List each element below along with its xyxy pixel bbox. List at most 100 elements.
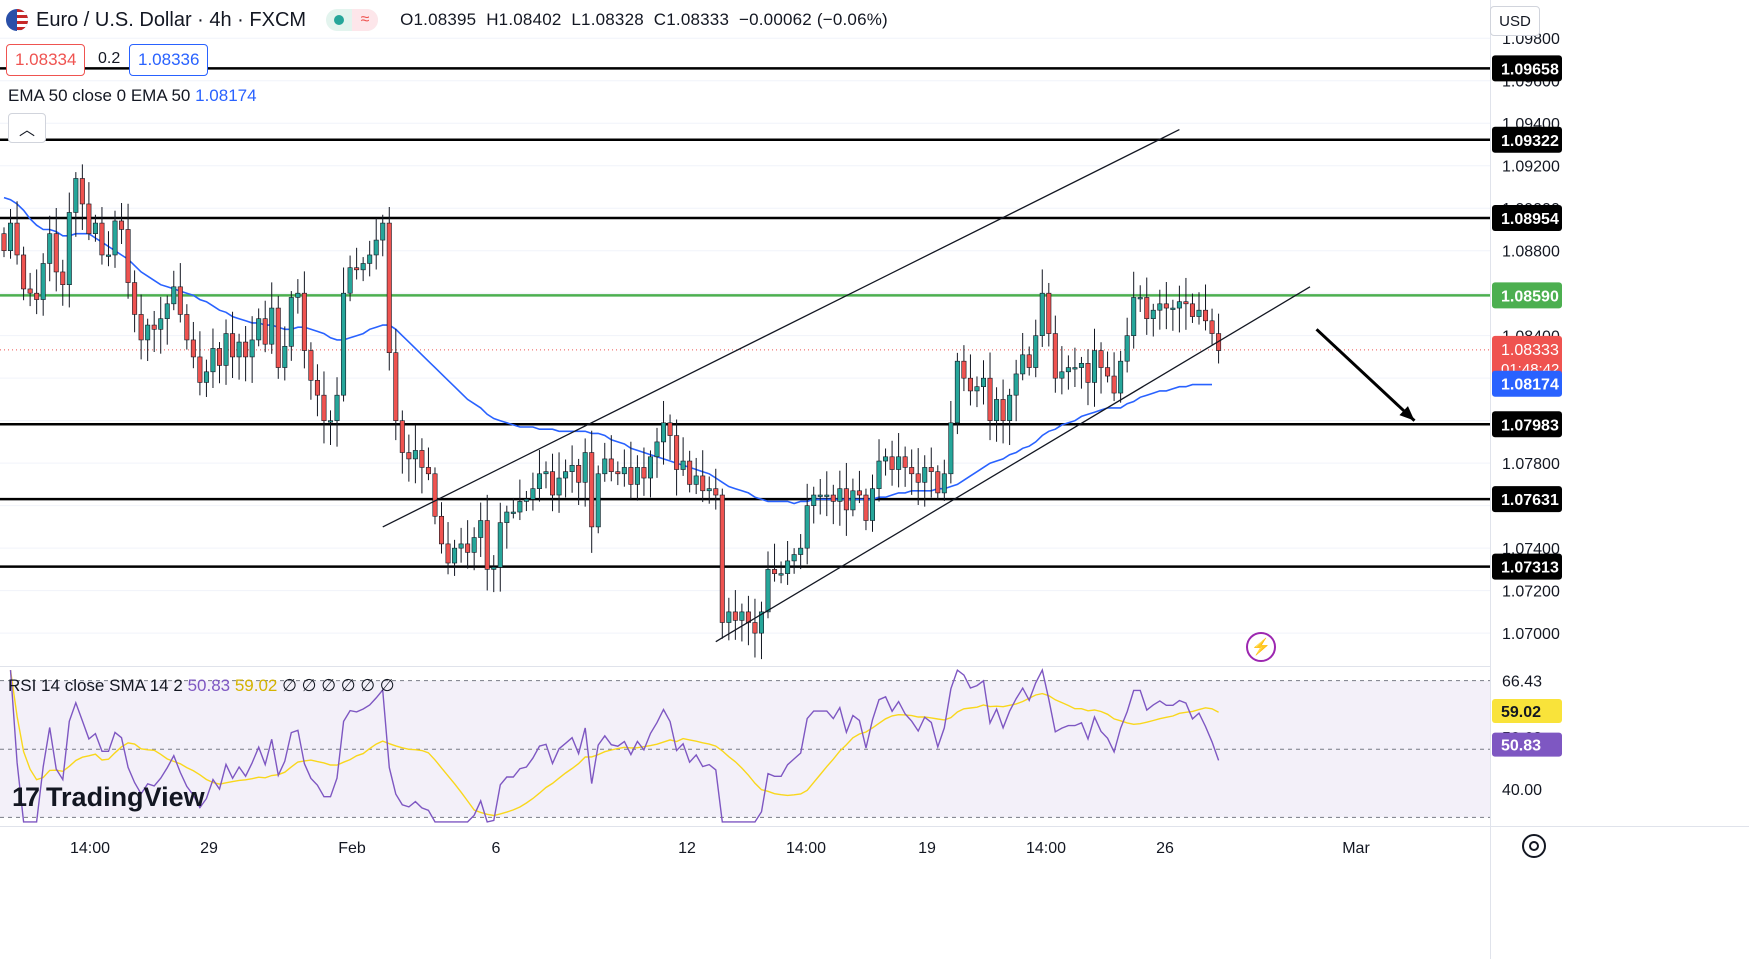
candle-body bbox=[634, 467, 640, 485]
candle-body bbox=[1118, 360, 1124, 394]
ema-50-line bbox=[3, 196, 1212, 505]
high-value: H1.08402 bbox=[486, 10, 562, 29]
candle-body bbox=[994, 399, 1000, 421]
time-tick-label: 6 bbox=[492, 840, 501, 857]
candle-body bbox=[883, 456, 889, 462]
tradingview-logo[interactable]: 17 TradingView bbox=[12, 782, 205, 813]
candle-body bbox=[484, 520, 490, 570]
candle-body bbox=[314, 380, 320, 396]
candle-body bbox=[197, 356, 203, 383]
collapse-legend-button[interactable]: ︿ bbox=[8, 113, 46, 143]
candle-body bbox=[73, 178, 79, 213]
candle-body bbox=[412, 450, 418, 460]
level-price-label-bg bbox=[1492, 553, 1562, 580]
tradingview-mark-icon: 17 bbox=[12, 782, 40, 812]
candle-body bbox=[334, 394, 340, 421]
candle-body bbox=[367, 254, 373, 264]
candle-body bbox=[791, 554, 797, 562]
candle-body bbox=[439, 515, 445, 545]
candle-body bbox=[249, 339, 255, 358]
market-status[interactable]: ≈ bbox=[326, 9, 379, 31]
settings-icon[interactable] bbox=[1522, 834, 1546, 858]
candle-body bbox=[295, 292, 301, 298]
candle-body bbox=[961, 360, 967, 379]
candle-body bbox=[1105, 367, 1111, 377]
sell-button[interactable]: 1.08334 bbox=[6, 44, 86, 76]
flash-icon[interactable]: ⚡ bbox=[1246, 632, 1276, 662]
time-tick-label: 19 bbox=[918, 840, 936, 857]
level-price-label-bg bbox=[1492, 126, 1562, 153]
rsi-legend[interactable]: RSI 14 close SMA 14 2 50.83 59.02 ∅ ∅ ∅ … bbox=[8, 676, 395, 696]
candle-body bbox=[948, 422, 954, 475]
level-price-label-bg bbox=[1492, 411, 1562, 438]
candle-body bbox=[275, 307, 281, 368]
ema-legend-value: 1.08174 bbox=[195, 86, 257, 105]
candle-body bbox=[1013, 373, 1019, 396]
candle-body bbox=[641, 467, 647, 479]
candle-body bbox=[151, 324, 157, 330]
candle-body bbox=[550, 471, 556, 496]
candle-body bbox=[523, 498, 529, 502]
candle-body bbox=[1052, 333, 1058, 379]
candle-body bbox=[530, 488, 536, 500]
candle-body bbox=[850, 490, 856, 511]
candle-body bbox=[105, 254, 111, 257]
candle-body bbox=[980, 377, 986, 387]
rsi-sma-value-label: 59.02 bbox=[1501, 704, 1541, 721]
candle-body bbox=[1170, 307, 1176, 310]
candle-body bbox=[393, 352, 399, 421]
price-axis[interactable]: 1.098001.096001.094001.092001.090001.088… bbox=[1491, 0, 1749, 826]
spread-value: 0.2 bbox=[98, 50, 121, 67]
time-axis-border bbox=[0, 826, 1749, 827]
candle-body bbox=[419, 450, 425, 468]
candle-body bbox=[785, 560, 791, 574]
candle-body bbox=[543, 471, 549, 475]
candle-body bbox=[145, 324, 151, 341]
market-open-icon bbox=[326, 9, 352, 31]
ema-legend[interactable]: EMA 50 close 0 EMA 50 1.08174 bbox=[8, 86, 263, 106]
candle-body bbox=[935, 471, 941, 494]
candle-body bbox=[856, 490, 862, 496]
candle-body bbox=[661, 422, 667, 443]
candle-body bbox=[967, 377, 973, 392]
low-value: L1.08328 bbox=[571, 10, 644, 29]
forecast-arrowhead bbox=[1399, 406, 1415, 421]
candle-body bbox=[1131, 297, 1137, 336]
candle-body bbox=[674, 435, 680, 470]
candle-body bbox=[1183, 301, 1189, 305]
level-price-label: 1.08954 bbox=[1501, 211, 1559, 228]
currency-selector[interactable]: USD bbox=[1490, 6, 1540, 36]
drawings bbox=[382, 129, 1416, 643]
candle-body bbox=[1157, 303, 1163, 311]
time-tick-label: 12 bbox=[678, 840, 696, 857]
rsi-pane bbox=[0, 668, 1490, 823]
level-price-label-bg bbox=[1492, 204, 1562, 231]
candle-body bbox=[987, 377, 993, 421]
candle-body bbox=[243, 341, 249, 358]
candle-body bbox=[301, 292, 307, 351]
buy-button[interactable]: 1.08336 bbox=[129, 44, 209, 76]
time-axis[interactable]: 14:00 29 Feb 6 12 14:00 19 14:00 26 Mar bbox=[70, 840, 1370, 857]
candle-body bbox=[941, 473, 947, 494]
candle-body bbox=[236, 341, 242, 358]
candle-body bbox=[1111, 375, 1117, 394]
symbol-title[interactable]: Euro / U.S. Dollar · 4h · FXCM bbox=[36, 8, 307, 31]
candle-body bbox=[282, 346, 288, 368]
candle-body bbox=[798, 547, 804, 555]
candle-body bbox=[647, 456, 653, 479]
candle-body bbox=[1124, 335, 1130, 362]
candle-body bbox=[8, 222, 14, 252]
candle-body bbox=[1150, 309, 1156, 319]
candle-body bbox=[380, 222, 386, 241]
candle-body bbox=[719, 494, 725, 623]
candle-body bbox=[360, 263, 366, 271]
candle-body bbox=[1033, 335, 1039, 368]
candle-body bbox=[615, 471, 621, 475]
rsi-sma-value-label-bg bbox=[1492, 699, 1562, 724]
candle-body bbox=[706, 488, 712, 492]
rsi-legend-empty-values: ∅ ∅ ∅ ∅ ∅ ∅ bbox=[282, 676, 395, 695]
candle-body bbox=[164, 303, 170, 319]
candle-body bbox=[1, 233, 7, 252]
candle-body bbox=[817, 494, 823, 497]
